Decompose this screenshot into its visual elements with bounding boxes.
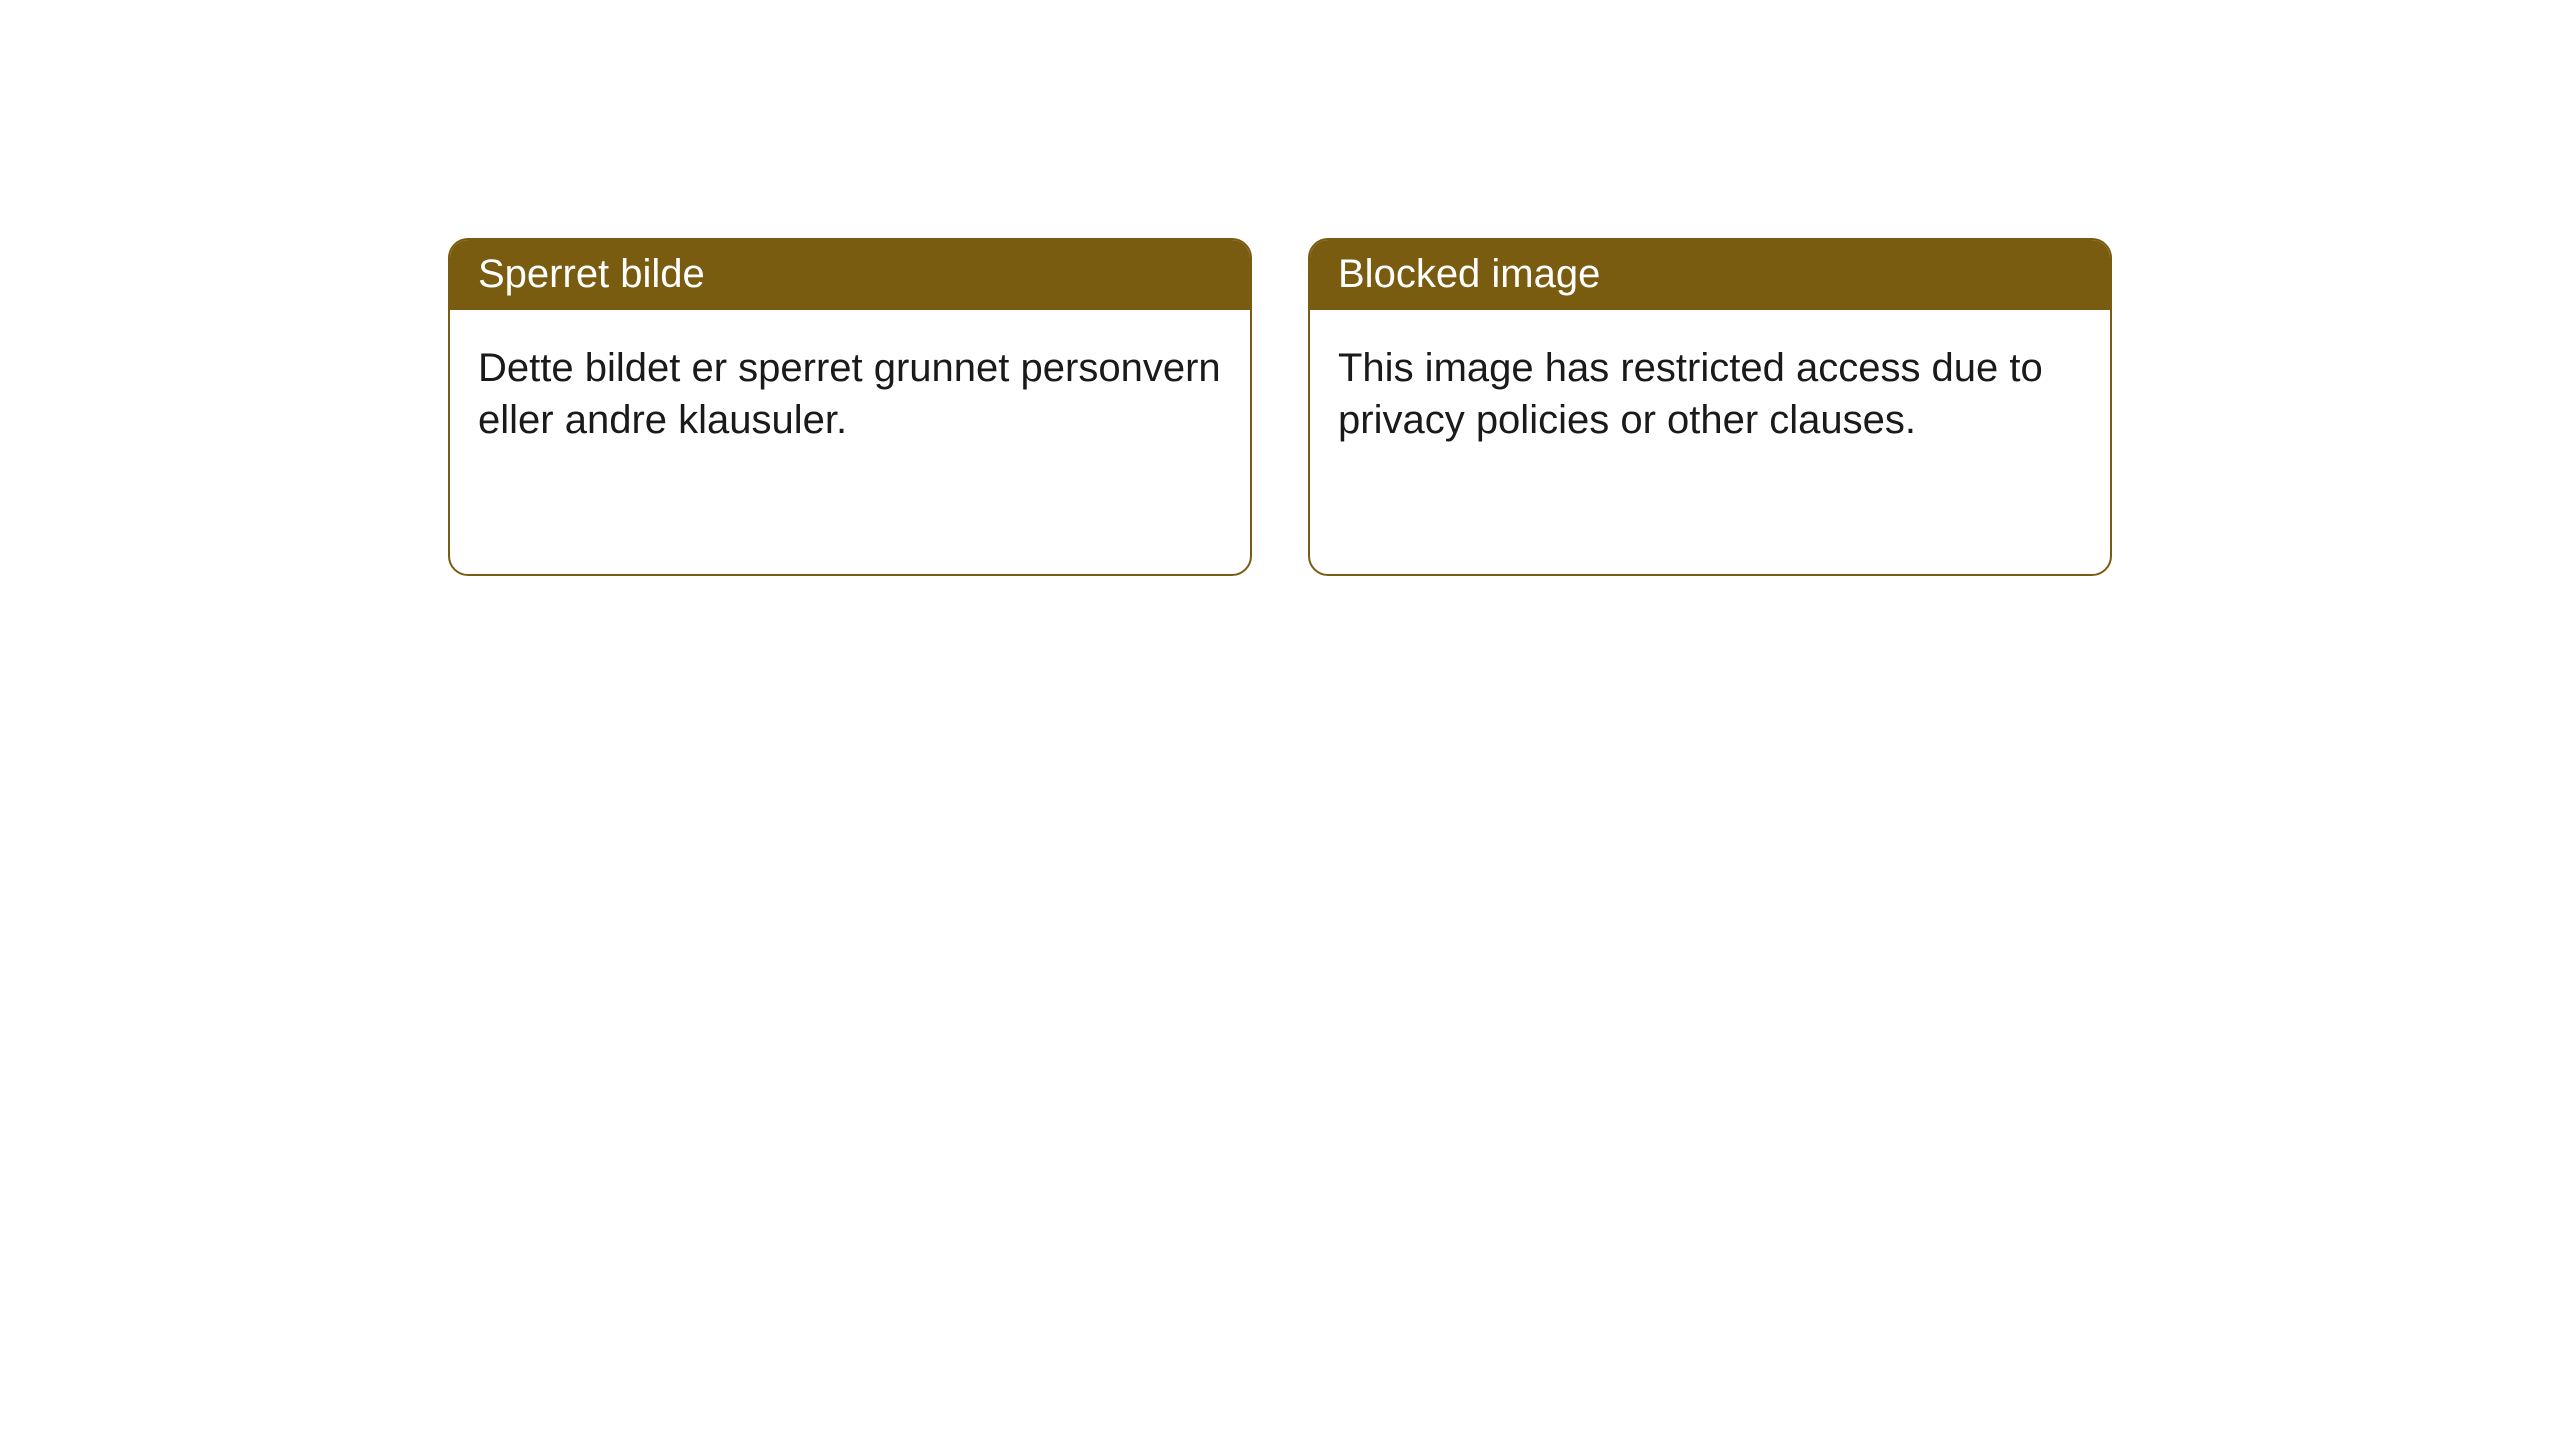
notice-card-container: Sperret bilde Dette bildet er sperret gr… bbox=[0, 0, 2560, 576]
notice-card-title: Sperret bilde bbox=[450, 240, 1250, 310]
notice-card-body: Dette bildet er sperret grunnet personve… bbox=[450, 310, 1250, 574]
notice-card-english: Blocked image This image has restricted … bbox=[1308, 238, 2112, 576]
notice-card-norwegian: Sperret bilde Dette bildet er sperret gr… bbox=[448, 238, 1252, 576]
notice-card-body: This image has restricted access due to … bbox=[1310, 310, 2110, 574]
notice-card-title: Blocked image bbox=[1310, 240, 2110, 310]
